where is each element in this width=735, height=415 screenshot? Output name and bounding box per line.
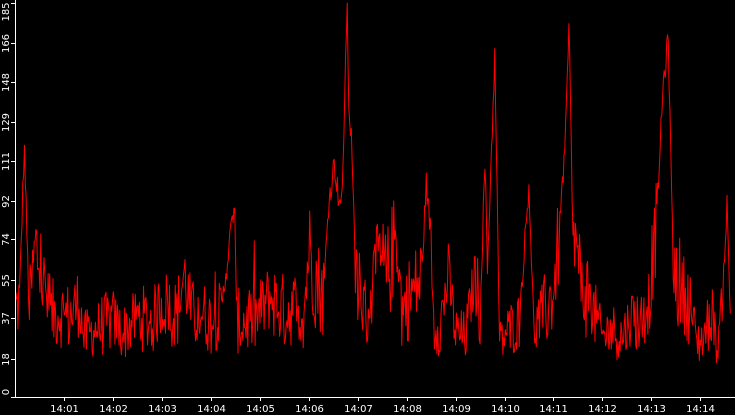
y-tick-label: 74 (1, 233, 12, 246)
x-axis-ticks: 14:01 14:02 14:03 14:04 14:05 14:06 14:07 14:08… (50, 397, 715, 415)
x-tick-label: 14:12 (588, 404, 617, 415)
x-tick-label: 14:05 (246, 404, 275, 415)
y-tick-label: 37 (1, 312, 12, 325)
x-tick-label: 14:03 (148, 404, 177, 415)
x-tick-label: 14:02 (99, 404, 128, 415)
y-tick-label: 55 (1, 274, 12, 287)
y-tick-label: 111 (1, 152, 12, 171)
x-tick-label: 14:07 (344, 404, 373, 415)
y-axis-ticks: 0 18 37 55 74 92 111 129 148 166 185 (1, 2, 16, 398)
x-tick-label: 14:13 (637, 404, 666, 415)
x-tick-label: 14:06 (295, 404, 324, 415)
y-tick-label: 148 (1, 73, 12, 92)
x-tick-label: 14:14 (686, 404, 715, 415)
x-tick-label: 14:04 (197, 404, 226, 415)
y-tick-label: 18 (1, 353, 12, 366)
y-tick-label: 0 (1, 389, 12, 395)
x-tick-label: 14:01 (50, 404, 79, 415)
x-tick-label: 14:10 (491, 404, 520, 415)
x-tick-label: 14:11 (539, 404, 568, 415)
y-tick-label: 92 (1, 195, 12, 208)
series-layer (15, 2, 731, 364)
series-line (15, 2, 731, 364)
x-tick-label: 14:08 (393, 404, 422, 415)
y-tick-label: 166 (1, 34, 12, 53)
x-tick-label: 14:09 (442, 404, 471, 415)
y-tick-label: 129 (1, 113, 12, 132)
y-tick-label: 185 (1, 2, 12, 21)
